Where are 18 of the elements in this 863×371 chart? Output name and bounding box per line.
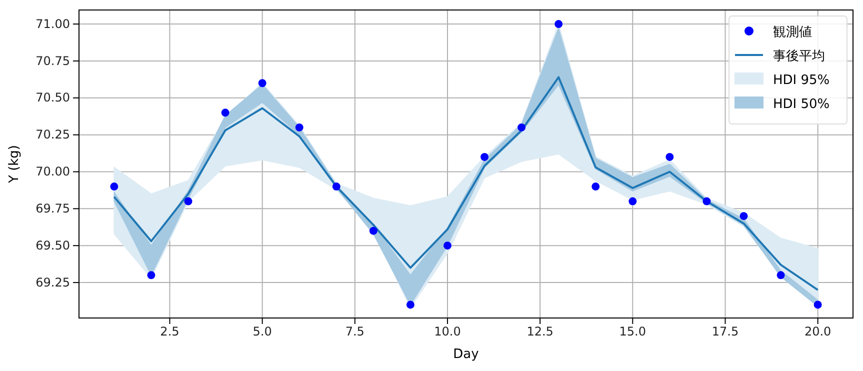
y-tick-label: 70.50 [36, 90, 70, 105]
x-tick-label: 7.5 [345, 324, 364, 339]
x-tick-label: 5.0 [252, 324, 272, 339]
x-tick-label: 12.5 [526, 324, 554, 339]
x-tick-label: 2.5 [160, 324, 180, 339]
y-tick-label: 69.25 [36, 275, 70, 290]
y-tick-label: 69.75 [36, 202, 70, 216]
y-axis-title: Y (kg) [7, 145, 22, 184]
x-tick-label: 15.0 [619, 324, 646, 339]
y-tick-label: 69.50 [36, 238, 70, 252]
x-axis-title: Day [453, 347, 480, 362]
x-tick-label: 17.5 [712, 324, 739, 339]
x-tick-label: 20.0 [804, 324, 832, 339]
y-tick-label: 70.25 [36, 128, 70, 142]
y-tick-label: 70.75 [36, 54, 70, 68]
x-tick-label: 10.0 [434, 324, 461, 339]
y-tick-label: 71.00 [36, 16, 70, 31]
y-tick-label: 70.00 [36, 164, 70, 179]
